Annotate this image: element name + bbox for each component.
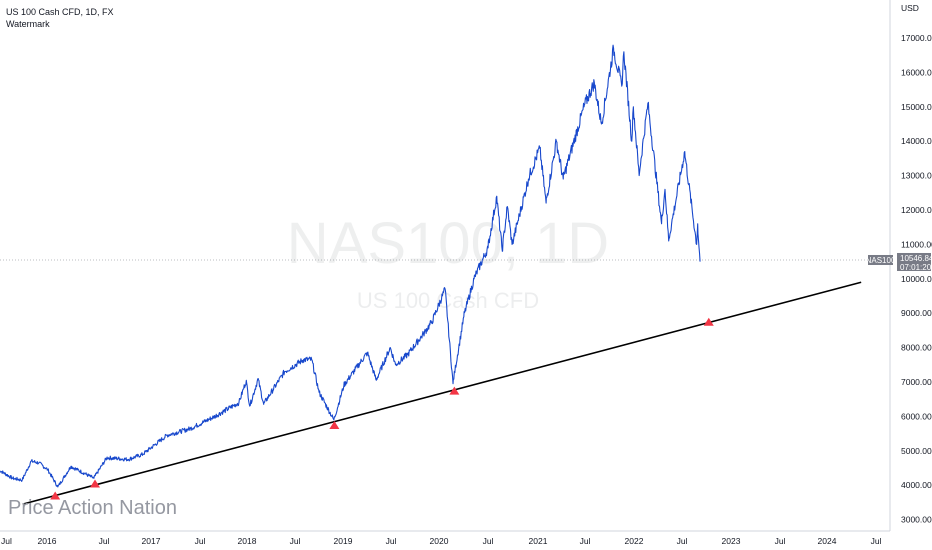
price-tick-label: 16000.00 <box>901 67 932 77</box>
time-tick-label: 2022 <box>625 536 644 546</box>
time-tick-label: 2017 <box>142 536 161 546</box>
chart-header-title: US 100 Cash CFD, 1D, FX <box>6 7 114 17</box>
price-series-line <box>0 44 701 488</box>
time-tick-label: 2019 <box>334 536 353 546</box>
time-axis[interactable]: Jul 2016 Jul 2017 Jul 2018 Jul 2019 Jul 2020 Jul 20… <box>1 536 882 546</box>
price-tick-label: 7000.00 <box>901 377 932 387</box>
price-tick-label: 13000.00 <box>901 171 932 181</box>
time-tick-label: Jul <box>580 536 591 546</box>
time-tick-label: Jul <box>290 536 301 546</box>
watermark-symbol: NAS100, 1D <box>287 211 609 276</box>
price-tick-label: 6000.00 <box>901 411 932 421</box>
price-value-text: 10546.84 <box>900 254 932 263</box>
price-tick-label: 14000.00 <box>901 136 932 146</box>
price-countdown-text: 07:01:20 <box>900 263 932 272</box>
price-tick-label: 15000.00 <box>901 102 932 112</box>
price-symbol-text: NAS100 <box>866 256 896 265</box>
pivot-marker-3[interactable] <box>329 421 340 429</box>
price-tick-label: 11000.00 <box>901 239 932 249</box>
price-symbol-tag <box>868 254 893 265</box>
pivot-marker-4[interactable] <box>449 386 460 395</box>
watermark-description: US 100 Cash CFD <box>357 288 539 313</box>
time-tick-label: Jul <box>386 536 397 546</box>
price-tick-label: 17000.00 <box>901 33 932 43</box>
time-tick-label: Jul <box>677 536 688 546</box>
time-tick-label: 2024 <box>818 536 837 546</box>
time-tick-label: 2016 <box>38 536 57 546</box>
price-value-tag <box>897 252 931 271</box>
time-tick-label: 2018 <box>238 536 257 546</box>
last-price-label: NAS100 10546.84 07:01:20 <box>866 252 932 272</box>
time-tick-label: 2023 <box>722 536 741 546</box>
price-tick-label: 4000.00 <box>901 480 932 490</box>
price-axis[interactable]: 17000.00 16000.00 15000.00 14000.00 13000.00… <box>901 33 932 525</box>
price-tick-label: 10000.00 <box>901 274 932 284</box>
time-tick-label: Jul <box>775 536 786 546</box>
marker-group <box>50 317 714 500</box>
pivot-marker-1[interactable] <box>50 491 61 500</box>
time-tick-label: Jul <box>99 536 110 546</box>
pivot-marker-5[interactable] <box>703 317 714 326</box>
time-tick-label: Jul <box>195 536 206 546</box>
pivot-marker-2[interactable] <box>89 479 100 488</box>
trendline[interactable] <box>22 281 862 505</box>
time-tick-label: Jul <box>871 536 882 546</box>
price-tick-label: 8000.00 <box>901 343 932 353</box>
price-series-group <box>0 44 701 488</box>
price-tick-label: 3000.00 <box>901 515 932 525</box>
time-tick-label: 2020 <box>430 536 449 546</box>
price-axis-currency: USD <box>901 3 919 13</box>
chart-header-indicator: Watermark <box>6 19 50 29</box>
time-tick-label: Jul <box>1 536 12 546</box>
time-tick-label: Jul <box>483 536 494 546</box>
price-tick-label: 9000.00 <box>901 308 932 318</box>
price-tick-label: 12000.00 <box>901 205 932 215</box>
time-tick-label: 2021 <box>529 536 548 546</box>
brand-watermark: Price Action Nation <box>8 497 177 519</box>
price-tick-label: 5000.00 <box>901 446 932 456</box>
